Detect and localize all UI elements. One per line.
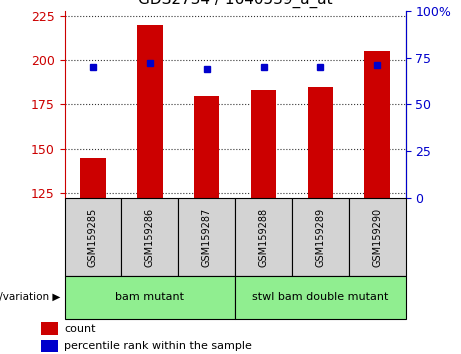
Text: GSM159285: GSM159285 (88, 207, 98, 267)
Text: stwl bam double mutant: stwl bam double mutant (252, 292, 389, 302)
Bar (65, 276, 235, 319)
Bar (235, 276, 406, 319)
Bar (235, 198, 292, 276)
Bar (307, 87, 333, 198)
Text: GSM159288: GSM159288 (259, 207, 269, 267)
Bar (41, 340, 58, 352)
Bar (178, 198, 235, 276)
Title: GDS2734 / 1640539_a_at: GDS2734 / 1640539_a_at (138, 0, 332, 8)
Text: GSM159287: GSM159287 (201, 207, 212, 267)
Text: percentile rank within the sample: percentile rank within the sample (64, 341, 252, 351)
Bar (137, 25, 163, 198)
Text: GSM159290: GSM159290 (372, 207, 382, 267)
Bar (65, 198, 121, 276)
Text: genotype/variation ▶: genotype/variation ▶ (0, 292, 60, 302)
Bar (365, 51, 390, 198)
Bar (80, 158, 106, 198)
Bar (251, 90, 276, 198)
Text: bam mutant: bam mutant (115, 292, 184, 302)
Bar (194, 96, 219, 198)
Bar (292, 198, 349, 276)
Text: GSM159289: GSM159289 (315, 207, 325, 267)
Bar (41, 322, 58, 335)
Bar (349, 198, 406, 276)
Text: GSM159286: GSM159286 (145, 207, 155, 267)
Text: count: count (64, 324, 95, 333)
Bar (121, 198, 178, 276)
